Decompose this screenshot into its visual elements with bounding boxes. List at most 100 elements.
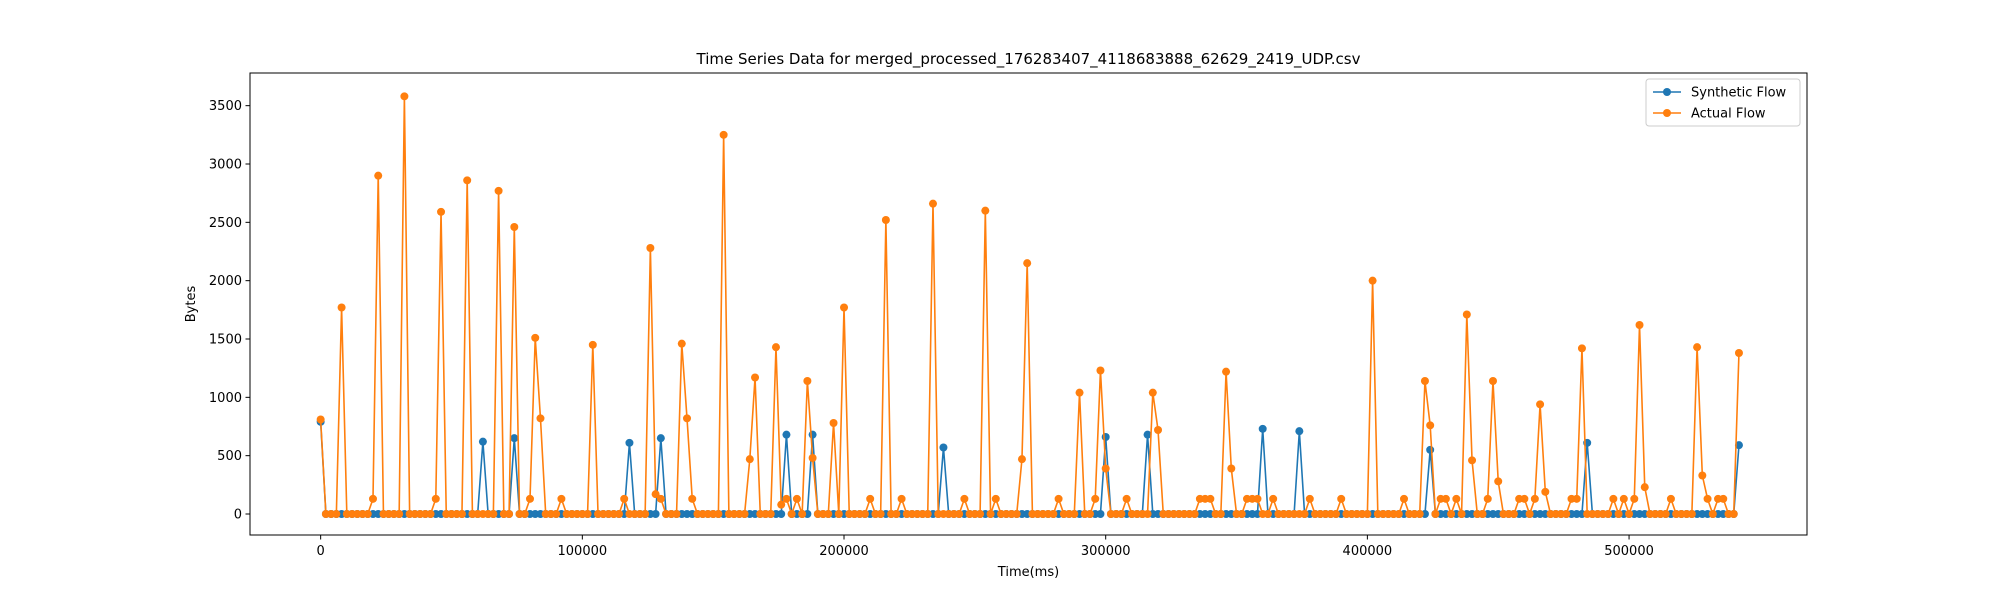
data-point [840,303,849,312]
legend-marker [1663,109,1671,117]
data-point [1619,494,1628,503]
data-point [1420,377,1429,385]
data-point [1295,427,1304,436]
data-point [1096,510,1105,518]
series-actual-flow [316,92,1743,518]
data-point [1337,494,1346,503]
data-point [1263,510,1272,518]
data-point [881,216,890,224]
data-point [939,443,948,452]
data-point [1530,494,1539,503]
data-point [457,510,466,518]
data-point [955,510,964,518]
data-point [672,510,681,518]
data-point [986,510,995,518]
data-point [1729,510,1738,518]
data-point [1101,433,1110,441]
x-tick-label: 300000 [1081,544,1131,559]
data-point [337,303,346,312]
x-tick-label: 100000 [558,544,608,559]
data-point [745,455,754,464]
data-point [583,510,592,518]
data-point [1468,456,1477,465]
data-point [1122,494,1131,503]
data-point [782,430,791,439]
data-point [683,414,692,423]
data-point [834,510,843,518]
y-tick-label: 1500 [209,333,242,348]
data-point [1666,494,1675,503]
x-tick-label: 200000 [819,544,869,559]
data-point [897,494,906,503]
data-point [782,494,791,503]
data-point [892,510,901,518]
data-point [478,437,487,446]
data-point [1143,510,1152,518]
plot-series-layer [316,92,1743,518]
data-point [1693,343,1702,352]
data-point [1394,510,1403,518]
data-point [1661,510,1670,518]
data-point [1258,424,1267,433]
data-point [1085,510,1094,518]
data-point [431,494,440,503]
x-tick-label: 400000 [1343,544,1393,559]
data-point [1452,494,1461,503]
data-point [1096,366,1105,375]
data-point [1441,494,1450,503]
data-point [808,430,817,439]
data-point [641,510,650,518]
data-point [552,510,561,518]
data-point [751,373,760,382]
data-point [363,510,372,518]
data-point [520,510,529,518]
data-point [923,510,932,518]
data-point [510,223,519,231]
data-point [1300,510,1309,518]
data-point [557,494,566,503]
data-point [646,244,655,252]
data-point [1520,494,1529,503]
legend: Synthetic Flow Actual Flow [1645,78,1801,127]
y-axis-ticks: 0 500 1000 1500 2000 2500 3000 3500 [209,99,250,523]
data-point [1525,510,1534,518]
data-point [1017,455,1026,464]
y-tick-label: 3000 [209,158,242,173]
data-point [1719,494,1728,503]
data-point [656,434,665,443]
data-point [651,490,660,499]
data-point [1431,510,1440,518]
data-point [332,510,341,518]
data-point [1049,510,1058,518]
chart-title: Time Series Data for merged_processed_17… [696,50,1361,69]
data-point [829,419,838,427]
data-point [808,454,817,462]
legend-item: Actual Flow [1653,107,1766,122]
data-point [1734,349,1743,357]
data-point [1206,494,1215,503]
data-point [866,494,875,503]
legend-label: Synthetic Flow [1691,86,1787,101]
data-point [792,494,801,503]
data-point [824,510,833,518]
data-point [1536,400,1545,409]
data-point [1687,510,1696,518]
data-point [1154,426,1163,434]
data-point [656,494,665,503]
data-point [505,510,514,518]
data-point [1012,510,1021,518]
data-point [981,206,990,215]
data-point [1630,494,1639,503]
x-axis-ticks: 0 100000 200000 300000 400000 500000 [317,535,1654,559]
y-tick-label: 2500 [209,216,242,231]
data-point [1635,321,1644,329]
data-point [625,438,634,447]
data-point [1222,367,1231,376]
data-point [1091,494,1100,503]
data-point [494,186,503,195]
legend-item: Synthetic Flow [1653,86,1787,101]
legend-marker [1663,88,1671,96]
data-point [1368,276,1377,285]
data-point [771,343,780,352]
data-point [400,92,409,101]
